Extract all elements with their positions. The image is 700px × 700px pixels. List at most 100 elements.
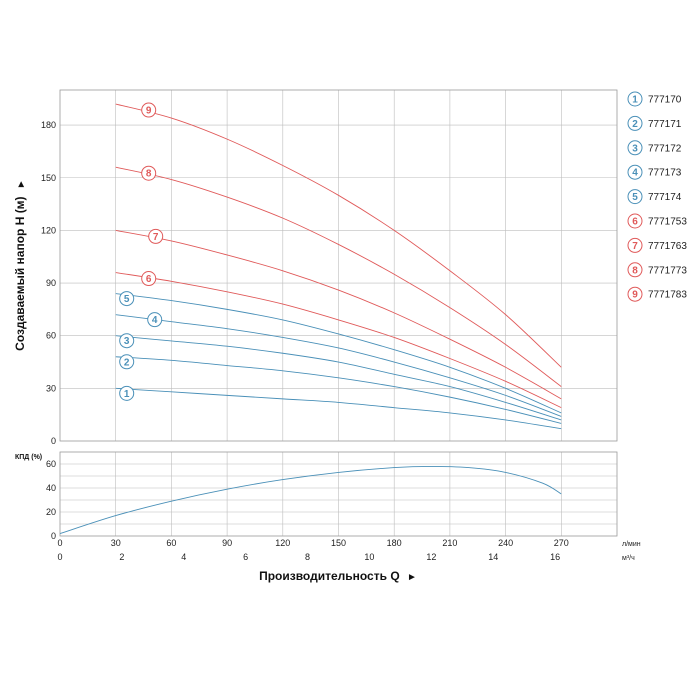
- head-y-axis-label: Создаваемый напор H (м) ►: [13, 179, 27, 351]
- legend-item-7771783: 9 7771783: [627, 286, 687, 302]
- legend-label: 777172: [648, 143, 682, 154]
- x-tick-lmin: 150: [331, 538, 346, 548]
- x-tick-lmin: 90: [222, 538, 232, 548]
- legend-badge-number: 4: [632, 168, 638, 179]
- x-tick-lmin: 180: [387, 538, 402, 548]
- head-y-tick: 60: [46, 331, 56, 341]
- efficiency-grid: [60, 452, 617, 536]
- x-unit-m3h: м³/ч: [622, 555, 635, 562]
- head-curve-5: [115, 293, 562, 414]
- head-y-tick: 30: [46, 383, 56, 393]
- efficiency-plot-frame: [59, 451, 618, 537]
- curve-badge-circle: [119, 291, 135, 307]
- x-tick-lmin: 120: [275, 538, 290, 548]
- legend-badge-circle: [627, 91, 643, 107]
- curve-badge-3: 3: [119, 333, 135, 349]
- x-tick-lmin: 30: [111, 538, 121, 548]
- legend-badge-circle: [627, 189, 643, 205]
- legend-badge-number: 9: [632, 290, 638, 301]
- legend-item-777174: 5 777174: [627, 189, 682, 205]
- legend-badge-circle: [627, 286, 643, 302]
- curve-badge-2: 2: [119, 354, 135, 370]
- legend-label: 7771773: [648, 265, 687, 276]
- curve-badge-circle: [119, 385, 135, 401]
- curve-badge-circle: [147, 312, 163, 328]
- legend-badge-number: 2: [632, 119, 638, 130]
- curve-badge-number: 5: [124, 294, 130, 305]
- curve-badge-6: 6: [141, 271, 157, 287]
- curve-badge-circle: [119, 354, 135, 370]
- legend-badge-circle: [627, 164, 643, 180]
- efficiency-y-tick: 0: [51, 531, 56, 541]
- x-tick-lmin: 0: [57, 538, 62, 548]
- curve-badge-number: 2: [124, 357, 130, 368]
- x-ticks-m3h: 0 2 4 6 8 10 12 14 16: [57, 552, 560, 562]
- x-axis-label: Производительность Q ►: [259, 569, 417, 583]
- x-tick-lmin: 210: [442, 538, 457, 548]
- curve-badge-9: 9: [141, 102, 157, 118]
- x-tick-lmin: 270: [554, 538, 569, 548]
- legend-item-7771773: 8 7771773: [627, 262, 687, 278]
- curve-badge-number: 9: [146, 106, 152, 117]
- legend-badge-circle: [627, 262, 643, 278]
- curve-badge-number: 3: [124, 336, 130, 347]
- curve-badge-circle: [141, 165, 157, 181]
- curve-badge-circle: [141, 271, 157, 287]
- x-unit-lmin: л/мин: [622, 541, 641, 548]
- legend-item-7771763: 7 7771763: [627, 237, 687, 253]
- head-curve-7: [115, 229, 562, 400]
- legend-badge-circle: [627, 213, 643, 229]
- legend-item-777171: 2 777171: [627, 115, 682, 131]
- legend-label: 777171: [648, 119, 682, 130]
- legend-badge-circle: [627, 115, 643, 131]
- legend-item-777173: 4 777173: [627, 164, 682, 180]
- curve-badge-number: 8: [146, 169, 152, 180]
- efficiency-series-group: [59, 465, 562, 535]
- legend-label: 777174: [648, 192, 682, 203]
- legend-label: 777170: [648, 95, 682, 106]
- legend-item-7771753: 6 7771753: [627, 213, 687, 229]
- x-tick-m3h: 10: [364, 552, 374, 562]
- head-y-tick: 180: [41, 120, 56, 130]
- head-curve-1: [115, 387, 562, 430]
- head-curve-9: [115, 103, 562, 368]
- head-y-tick: 120: [41, 225, 56, 235]
- legend-item-777170: 1 777170: [627, 91, 682, 107]
- efficiency-y-tick: 60: [46, 459, 56, 469]
- curve-badge-number: 1: [124, 389, 130, 400]
- head-y-tick: 150: [41, 173, 56, 183]
- curve-badge-7: 7: [148, 228, 164, 244]
- x-tick-m3h: 2: [119, 552, 124, 562]
- legend-label: 7771763: [648, 241, 687, 252]
- head-curve-8: [115, 166, 562, 387]
- head-curve-3: [115, 335, 562, 421]
- curve-badge-1: 1: [119, 385, 135, 401]
- x-tick-m3h: 16: [550, 552, 560, 562]
- legend-badge-number: 6: [632, 217, 638, 228]
- legend-badge-circle: [627, 237, 643, 253]
- x-tick-lmin: 240: [498, 538, 513, 548]
- legend-badge-number: 7: [632, 241, 638, 252]
- x-tick-m3h: 8: [305, 552, 310, 562]
- efficiency-y-axis-label: КПД (%): [15, 454, 42, 461]
- curve-badge-number: 6: [146, 274, 152, 285]
- head-y-tick: 90: [46, 278, 56, 288]
- curve-badge-circle: [141, 102, 157, 118]
- legend-label: 7771753: [648, 217, 687, 228]
- legend-badge-circle: [627, 140, 643, 156]
- head-y-tick: 0: [51, 436, 56, 446]
- curve-badge-number: 4: [152, 315, 158, 326]
- x-ticks-lmin: 0 30 60 90 120 150 180 210 240 270: [57, 538, 568, 548]
- x-tick-m3h: 4: [181, 552, 186, 562]
- head-grid: [60, 90, 617, 441]
- head-curve-4: [115, 314, 562, 417]
- curve-badge-8: 8: [141, 165, 157, 181]
- x-tick-lmin: 60: [166, 538, 176, 548]
- curve-badge-5: 5: [119, 291, 135, 307]
- x-tick-m3h: 14: [488, 552, 498, 562]
- head-curve-6: [115, 272, 562, 409]
- efficiency-y-tick: 40: [46, 483, 56, 493]
- head-curve-badges: 1 2 3 4 5 6 7 8 9: [119, 102, 164, 401]
- efficiency-y-tick: 20: [46, 507, 56, 517]
